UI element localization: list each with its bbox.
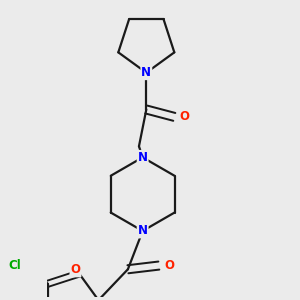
Text: N: N [141,66,151,79]
Text: N: N [138,224,148,238]
Text: N: N [138,151,148,164]
Text: O: O [164,259,174,272]
Text: O: O [70,263,80,276]
Text: Cl: Cl [8,259,21,272]
Text: O: O [180,110,190,123]
